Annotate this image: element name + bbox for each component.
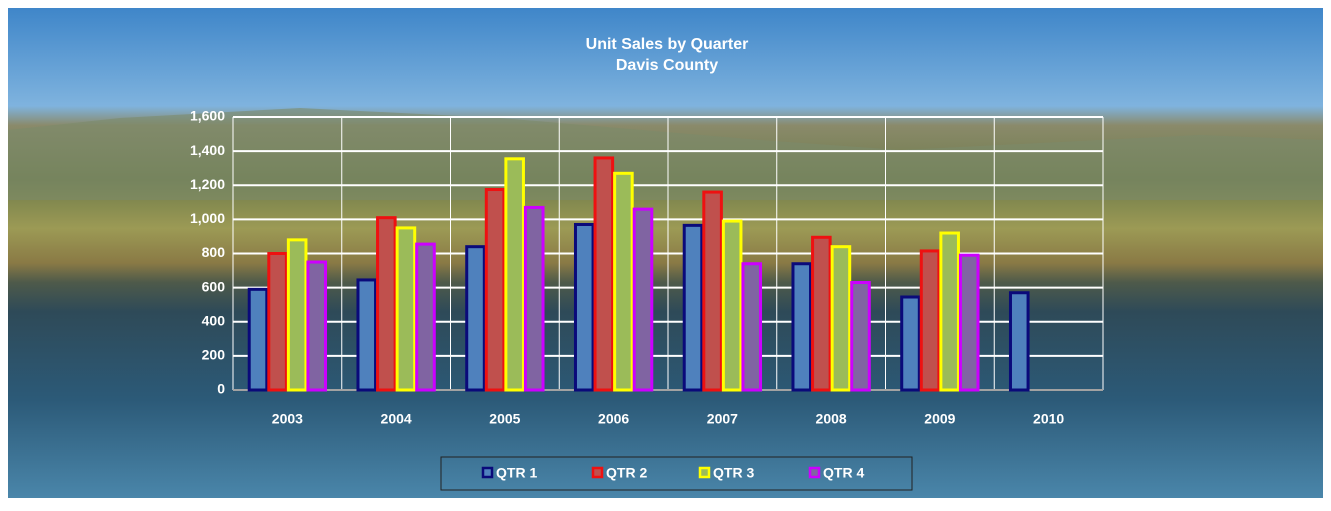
bar xyxy=(852,283,870,390)
bar xyxy=(358,280,376,390)
bar xyxy=(960,255,978,390)
x-tick-label: 2007 xyxy=(707,411,738,427)
bar xyxy=(575,224,593,390)
x-tick-label: 2006 xyxy=(598,411,629,427)
bar xyxy=(525,207,543,390)
bar xyxy=(615,173,633,390)
chart-subtitle: Davis County xyxy=(616,57,718,74)
legend-swatch xyxy=(593,468,602,477)
y-tick-label: 200 xyxy=(202,347,226,363)
legend-swatch xyxy=(700,468,709,477)
y-tick-label: 600 xyxy=(202,278,226,294)
bar xyxy=(595,158,613,390)
legend-swatch xyxy=(483,468,492,477)
bar xyxy=(684,225,702,390)
bar xyxy=(634,209,652,390)
bar xyxy=(308,262,326,390)
y-tick-label: 1,000 xyxy=(190,210,225,226)
bar xyxy=(378,218,396,390)
page: {"chart_data": {"type": "bar", "title": … xyxy=(0,0,1331,511)
bar xyxy=(921,251,939,390)
y-tick-label: 0 xyxy=(217,381,225,397)
x-tick-label: 2005 xyxy=(489,411,520,427)
bar xyxy=(704,192,722,390)
y-tick-label: 1,600 xyxy=(190,108,225,124)
x-tick-label: 2004 xyxy=(381,411,412,427)
chart-title: Unit Sales by Quarter xyxy=(586,36,749,53)
bar xyxy=(467,247,485,390)
chart: Unit Sales by Quarter Davis County 02004… xyxy=(0,0,1331,506)
x-tick-label: 2010 xyxy=(1033,411,1064,427)
bar xyxy=(249,289,267,390)
y-tick-label: 1,400 xyxy=(190,142,225,158)
legend-label: QTR 2 xyxy=(606,465,647,481)
bar xyxy=(486,190,504,390)
legend-label: QTR 3 xyxy=(713,465,754,481)
bar xyxy=(793,264,811,390)
bar xyxy=(902,297,920,390)
bar xyxy=(417,244,435,390)
bar xyxy=(288,240,306,390)
bar xyxy=(269,254,287,391)
bar xyxy=(506,159,524,390)
bar xyxy=(723,221,741,390)
bar xyxy=(813,237,831,390)
bar xyxy=(743,264,761,390)
legend-label: QTR 1 xyxy=(496,465,537,481)
y-tick-label: 400 xyxy=(202,312,226,328)
x-tick-label: 2003 xyxy=(272,411,303,427)
x-tick-label: 2008 xyxy=(816,411,847,427)
legend-swatch xyxy=(810,468,819,477)
bar xyxy=(397,228,415,390)
bar xyxy=(832,247,850,390)
bar xyxy=(941,233,959,390)
bar xyxy=(1010,293,1028,390)
y-tick-label: 1,200 xyxy=(190,176,225,192)
x-tick-label: 2009 xyxy=(924,411,955,427)
legend-label: QTR 4 xyxy=(823,465,864,481)
y-tick-label: 800 xyxy=(202,244,226,260)
